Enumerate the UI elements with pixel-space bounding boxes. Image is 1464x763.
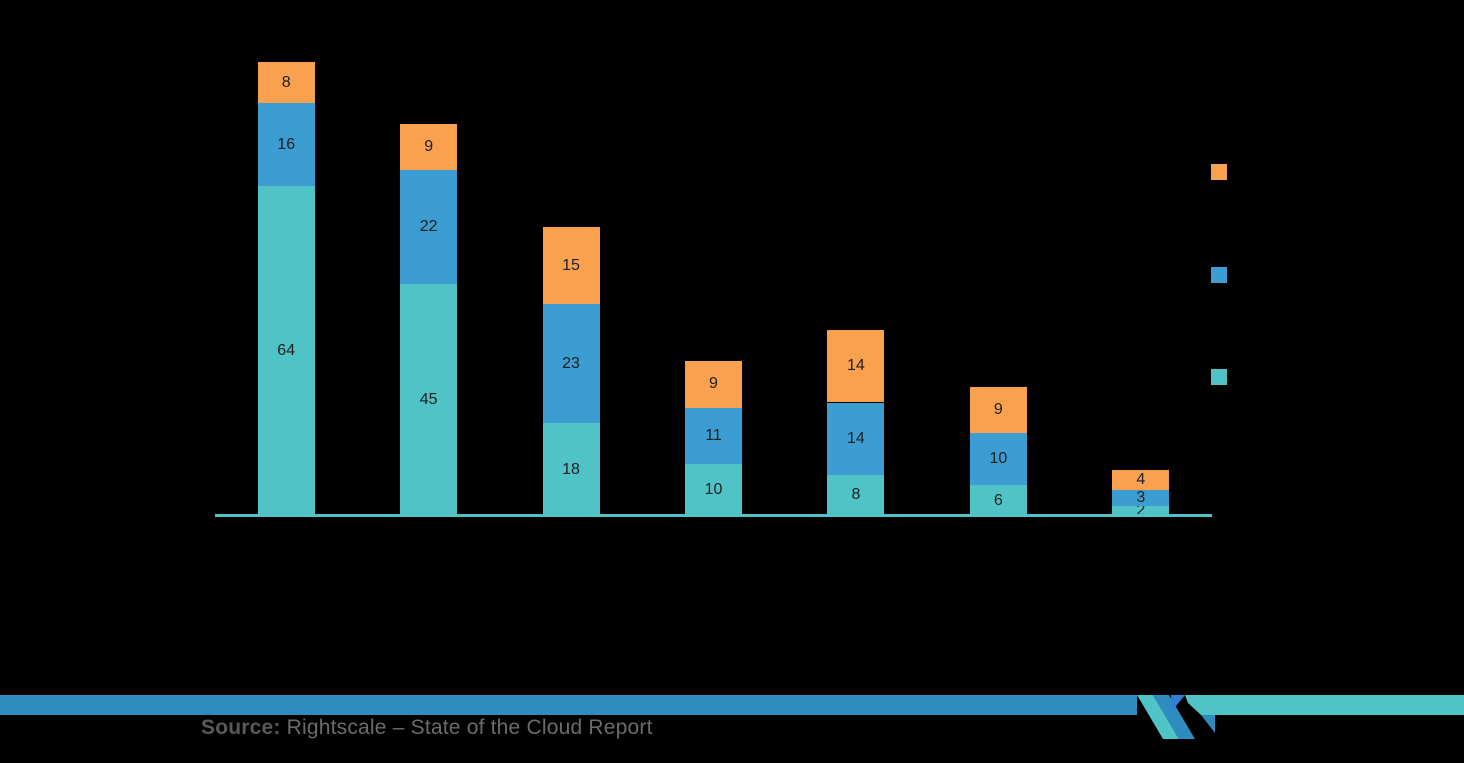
bar-value-label: 4 bbox=[1136, 470, 1146, 488]
bar-value-label: 18 bbox=[562, 460, 580, 478]
x-axis-line bbox=[215, 514, 1212, 517]
footer-band-blue bbox=[0, 695, 1137, 715]
bar-segment: 8 bbox=[257, 62, 315, 104]
bar-segment: 16 bbox=[257, 103, 315, 186]
bar-value-label: 9 bbox=[424, 138, 434, 156]
bar-value-label: 45 bbox=[419, 390, 438, 408]
bar-value-label: 64 bbox=[277, 341, 296, 359]
bar-segment: 64 bbox=[257, 185, 315, 516]
legend-swatch bbox=[1211, 369, 1227, 385]
bar-value-label: 15 bbox=[562, 256, 580, 274]
bar-value-label: 14 bbox=[847, 429, 865, 447]
bar-value-label: 2 bbox=[1136, 501, 1146, 519]
bar-segment: 45 bbox=[400, 283, 458, 516]
bar-segment: 9 bbox=[400, 123, 458, 171]
mordor-intelligence-logo bbox=[1137, 695, 1215, 739]
bar-value-label: 6 bbox=[993, 491, 1003, 509]
source-label: Source: bbox=[201, 716, 281, 739]
bar-value-label: 9 bbox=[709, 375, 718, 393]
bar-value-label: 3 bbox=[1136, 488, 1146, 506]
bar-segment: 10 bbox=[685, 464, 742, 516]
bar-segment: 10 bbox=[969, 433, 1027, 486]
bar-segment: 11 bbox=[685, 407, 742, 465]
bar-segment: 23 bbox=[542, 304, 600, 424]
legend-swatch bbox=[1211, 267, 1227, 283]
source-text: Rightscale – State of the Cloud Report bbox=[280, 716, 653, 739]
bar-segment: 2 bbox=[1112, 501, 1170, 519]
bar-segment: 18 bbox=[542, 423, 600, 516]
bar-value-label: 9 bbox=[993, 401, 1003, 419]
bar-segment: 6 bbox=[969, 485, 1027, 516]
bar-value-label: 8 bbox=[851, 486, 861, 504]
bar-segment: 9 bbox=[685, 361, 742, 408]
bar-segment: 14 bbox=[827, 402, 885, 475]
bar-segment: 4 bbox=[1112, 469, 1170, 491]
bar-segment: 8 bbox=[827, 474, 885, 516]
bar-value-label: 14 bbox=[847, 357, 865, 375]
bar-value-label: 23 bbox=[562, 354, 580, 372]
bar-value-label: 10 bbox=[704, 481, 723, 499]
bar-value-label: 16 bbox=[277, 135, 296, 153]
bar-segment: 9 bbox=[969, 387, 1027, 434]
bar-value-label: 10 bbox=[989, 450, 1008, 468]
footer-band-teal bbox=[1213, 695, 1464, 715]
bar-segment: 14 bbox=[827, 330, 885, 403]
bar-segment: 15 bbox=[542, 227, 600, 305]
source-attribution: Source: Rightscale – State of the Cloud … bbox=[201, 716, 653, 740]
bar-value-label: 22 bbox=[419, 218, 438, 236]
bar-segment: 22 bbox=[400, 170, 458, 284]
legend-swatch bbox=[1211, 164, 1227, 180]
bar-value-label: 8 bbox=[281, 73, 291, 91]
bar-segment: 3 bbox=[1112, 488, 1170, 506]
bar-value-label: 11 bbox=[705, 427, 722, 445]
